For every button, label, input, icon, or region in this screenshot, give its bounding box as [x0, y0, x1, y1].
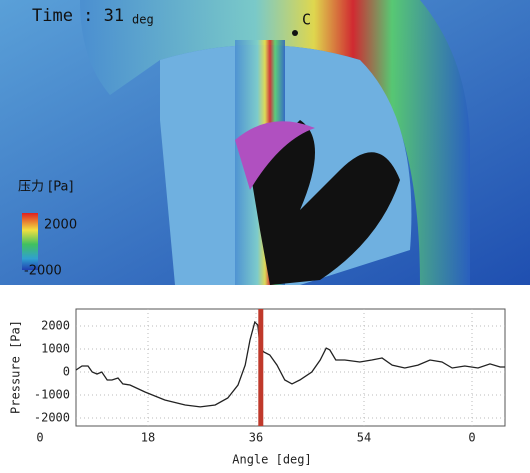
y-tick-label: 2000: [41, 319, 70, 333]
y-tick-label: -2000: [34, 410, 70, 424]
y-tick-label: 1000: [41, 341, 70, 355]
y-tick-label: -1000: [34, 387, 70, 401]
point-label: C: [302, 11, 311, 29]
y-axis-label: Pressure [Pa]: [9, 320, 23, 414]
x-tick-label: 18: [141, 431, 155, 445]
x-tick-label: 0: [36, 431, 43, 445]
y-tick-label: 0: [63, 364, 70, 378]
simulation-image: Time : 31 deg C 压力 [Pa] 2000 -2000: [0, 0, 530, 285]
x-axis-label: Angle [deg]: [232, 453, 311, 467]
x-tick-label: 0: [468, 431, 475, 445]
time-unit: deg: [132, 13, 154, 27]
x-tick-label: 36: [249, 431, 263, 445]
time-label: Time : 31: [32, 6, 124, 26]
colorbar-max: 2000: [44, 218, 77, 233]
colorbar-title: 压力 [Pa]: [18, 180, 74, 195]
plot-frame: [75, 308, 506, 427]
colorbar-min: -2000: [24, 264, 62, 279]
line-series: [75, 320, 505, 408]
x-tick-label: 54: [357, 431, 371, 445]
